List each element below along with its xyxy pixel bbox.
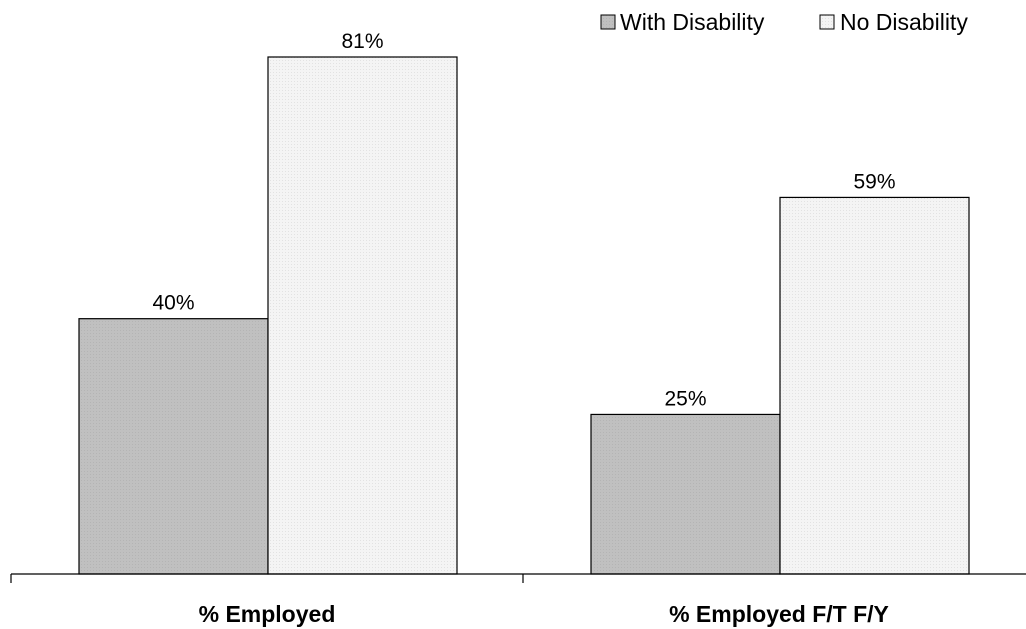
legend: With Disability No Disability — [600, 9, 968, 35]
bar-value-label: 40% — [152, 292, 194, 315]
category-label: % Employed — [199, 601, 336, 627]
bar-no-disability-2 — [779, 196, 970, 575]
bars-group — [78, 56, 970, 575]
bar-no-disability-1 — [267, 56, 458, 575]
category-labels-group: % Employed % Employed F/T F/Y — [199, 601, 889, 627]
bar-labels-group: 40% 81% 25% 59% — [152, 30, 895, 410]
bar-with-disability-1 — [78, 318, 269, 575]
legend-swatch-no-disability — [819, 14, 835, 30]
category-label: % Employed F/T F/Y — [669, 601, 889, 627]
bar-value-label: 25% — [664, 387, 706, 410]
bar-value-label: 81% — [341, 30, 383, 53]
legend-label: No Disability — [840, 9, 968, 35]
bar-value-label: 59% — [853, 170, 895, 193]
legend-swatch-with-disability — [600, 14, 616, 30]
bar-with-disability-2 — [590, 413, 781, 575]
x-axis — [10, 573, 1026, 583]
legend-label: With Disability — [620, 9, 765, 35]
